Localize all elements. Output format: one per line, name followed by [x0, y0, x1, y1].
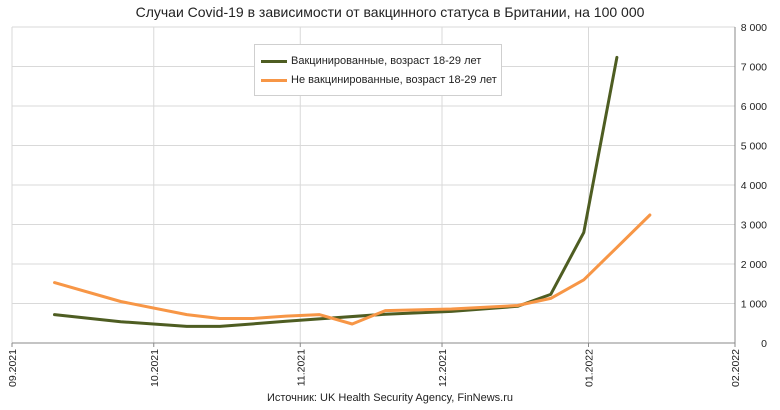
- axes: 0 1 000 2 000 3 000 4 000 5 000 6 000 7 000 8 00…: [7, 22, 767, 387]
- y-tick-label: 5 000: [741, 141, 767, 153]
- y-tick-label: 8 000: [741, 22, 767, 34]
- series-line-vaccinated: [53, 55, 619, 328]
- x-tick-label: 11.2021: [295, 349, 307, 386]
- chart-title: Случаи Covid-19 в зависимости от вакцинн…: [135, 4, 645, 20]
- y-tick-label: 0: [761, 338, 767, 350]
- legend-item-vaccinated: Вакцинированные, возраст 18-29 лет: [261, 53, 481, 69]
- y-tick-label: 1 000: [741, 299, 767, 311]
- y-tick-label: 7 000: [741, 62, 767, 74]
- series-lines: [53, 55, 652, 328]
- legend-swatch-unvaccinated: [261, 78, 287, 82]
- y-tick-label: 2 000: [741, 259, 767, 271]
- y-tick-label: 6 000: [741, 101, 767, 113]
- x-tick-label: 12.2021: [437, 349, 449, 387]
- legend-label-unvaccinated: Не вакцинированные, возраст 18-29 лет: [291, 74, 497, 86]
- series-line-unvaccinated: [53, 213, 652, 326]
- y-tick-label: 3 000: [741, 220, 767, 232]
- x-tick-label: 01.2022: [584, 349, 596, 387]
- x-tick-label: 02.2022: [730, 349, 742, 387]
- y-tick-label: 4 000: [741, 180, 767, 192]
- legend: Вакцинированные, возраст 18-29 лет Не ва…: [254, 44, 502, 96]
- legend-swatch-vaccinated: [261, 59, 287, 63]
- x-tick-label: 10.2021: [149, 349, 161, 387]
- legend-item-unvaccinated: Не вакцинированные, возраст 18-29 лет: [261, 72, 497, 88]
- x-tick-label: 09.2021: [7, 349, 19, 387]
- source-note: Источник: UK Health Security Agency, Fin…: [266, 392, 514, 404]
- legend-label-vaccinated: Вакцинированные, возраст 18-29 лет: [291, 55, 482, 67]
